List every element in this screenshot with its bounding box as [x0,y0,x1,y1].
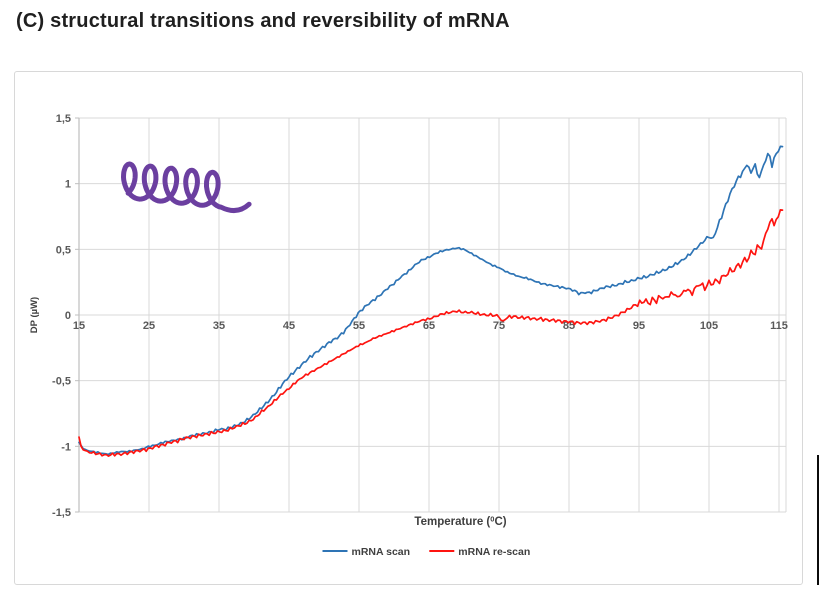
legend-label: mRNA scan [352,546,411,558]
y-tick-label: 1,5 [56,113,71,125]
mrna-coil-doodle [121,161,252,214]
x-tick-label: 45 [283,320,295,332]
x-tick-label: 25 [143,320,155,332]
chart-canvas: 1,5 1 0,5 0 -0,5 -1 -1,5 15 25 35 45 55 65 75 85 95 105 1… [29,113,788,558]
y-tick-label: 0 [65,310,71,322]
x-tick-label: 35 [213,320,225,332]
y-axis-title: DP (µW) [29,297,40,333]
y-tick-label: -1,5 [52,507,71,519]
x-tick-label: 15 [73,320,85,332]
x-tick-label: 105 [700,320,718,332]
x-tick-label: 85 [563,320,575,332]
y-tick-label: 1 [65,179,71,191]
legend-label: mRNA re-scan [458,546,530,558]
x-tick-label: 75 [493,320,505,332]
series-line-mrna-scan [78,145,784,456]
y-tick-label: -0,5 [52,376,71,388]
x-tick-label: 95 [633,320,645,332]
x-tick-label: 115 [770,320,788,332]
chart-frame: 1,5 1 0,5 0 -0,5 -1 -1,5 15 25 35 45 55 65 75 85 95 105 1… [14,71,803,585]
x-tick-label: 65 [423,320,435,332]
y-tick-label: -1 [61,441,71,453]
page-title: (C) structural transitions and reversibi… [16,10,510,32]
x-tick-label: 55 [353,320,365,332]
y-tick-label: 0,5 [56,244,71,256]
series-line-mrna-re-scan [78,208,784,457]
x-axis-title: Temperature (0C) [414,515,506,529]
page-edge-line [817,455,819,585]
